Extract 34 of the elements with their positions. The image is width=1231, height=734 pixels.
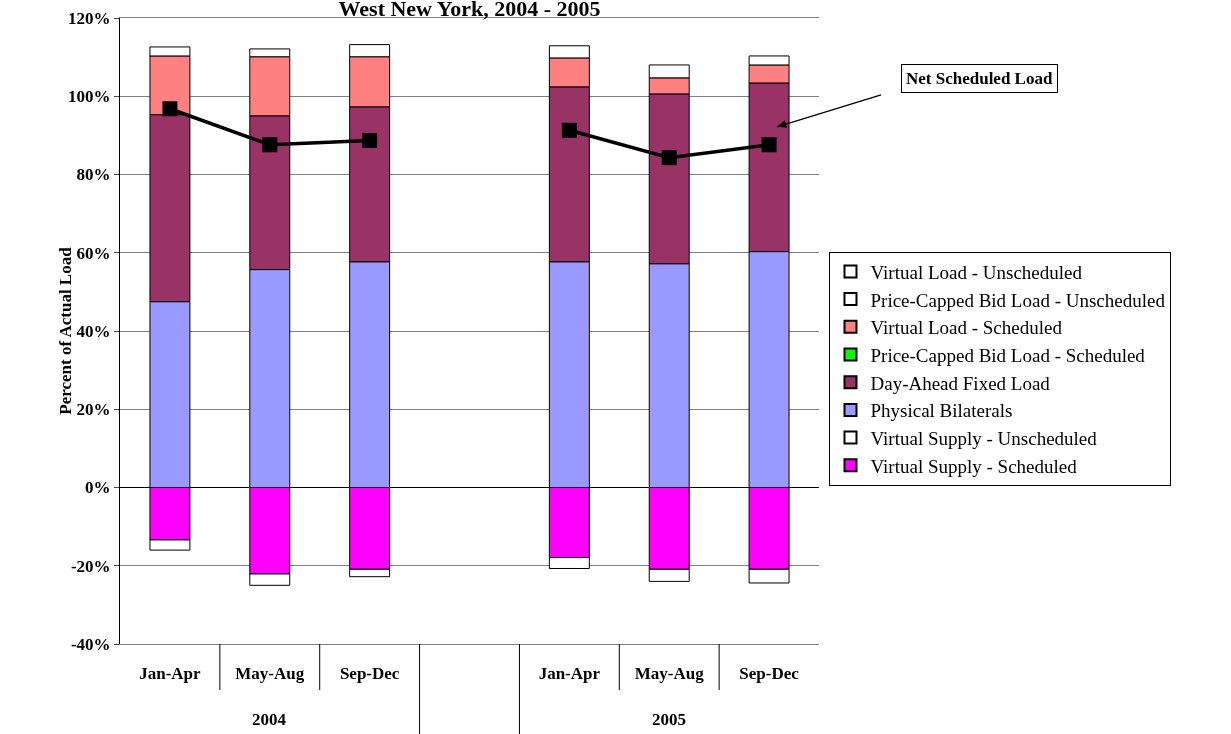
text: 2005: [652, 710, 686, 729]
legend-label: Physical Bilaterals: [870, 400, 1013, 422]
y-axis-title: Percent of Actual Load: [55, 246, 75, 415]
point: [661, 150, 677, 166]
legend-label: Price-Capped Bid Load - Scheduled: [870, 344, 1146, 366]
x-tick-label: May-Aug: [235, 664, 305, 684]
legend-label: Virtual Supply - Unscheduled: [870, 428, 1098, 450]
y-tick-label: 60%: [76, 243, 111, 263]
text: Net Scheduled Load: [906, 69, 1053, 88]
x-tick-label: Sep-Dec: [739, 664, 800, 684]
y-tick-label: 40%: [76, 321, 111, 341]
y-tick-label: 20%: [76, 400, 111, 420]
legend-label: Virtual Supply - Scheduled: [870, 455, 1078, 477]
y-tick-label: 0%: [85, 478, 111, 498]
legend-label: Price-Capped Bid Load - Unscheduled: [870, 289, 1166, 311]
text: 2004: [252, 710, 287, 729]
y-tick-label: -40%: [70, 634, 111, 654]
point: [262, 137, 278, 153]
y-tick-label: -20%: [70, 556, 111, 576]
legend-label: Virtual Load - Scheduled: [870, 317, 1063, 339]
x-tick-label: Sep-Dec: [339, 664, 400, 684]
legend-label: Virtual Load - Unscheduled: [870, 261, 1083, 283]
y-tick-label: 120%: [68, 8, 111, 28]
y-tick-label: 80%: [76, 165, 111, 185]
x-tick-label: May-Aug: [634, 664, 705, 684]
x-tick-label: Jan-Apr: [139, 664, 202, 684]
point: [162, 101, 178, 117]
y-tick-label: 100%: [68, 87, 111, 107]
x-tick-label: Jan-Apr: [538, 664, 601, 684]
point: [561, 122, 577, 138]
legend-label: Day-Ahead Fixed Load: [870, 372, 1051, 394]
point: [362, 132, 378, 148]
point: [761, 137, 777, 153]
chart-title: West New York, 2004 - 2005: [338, 0, 601, 22]
